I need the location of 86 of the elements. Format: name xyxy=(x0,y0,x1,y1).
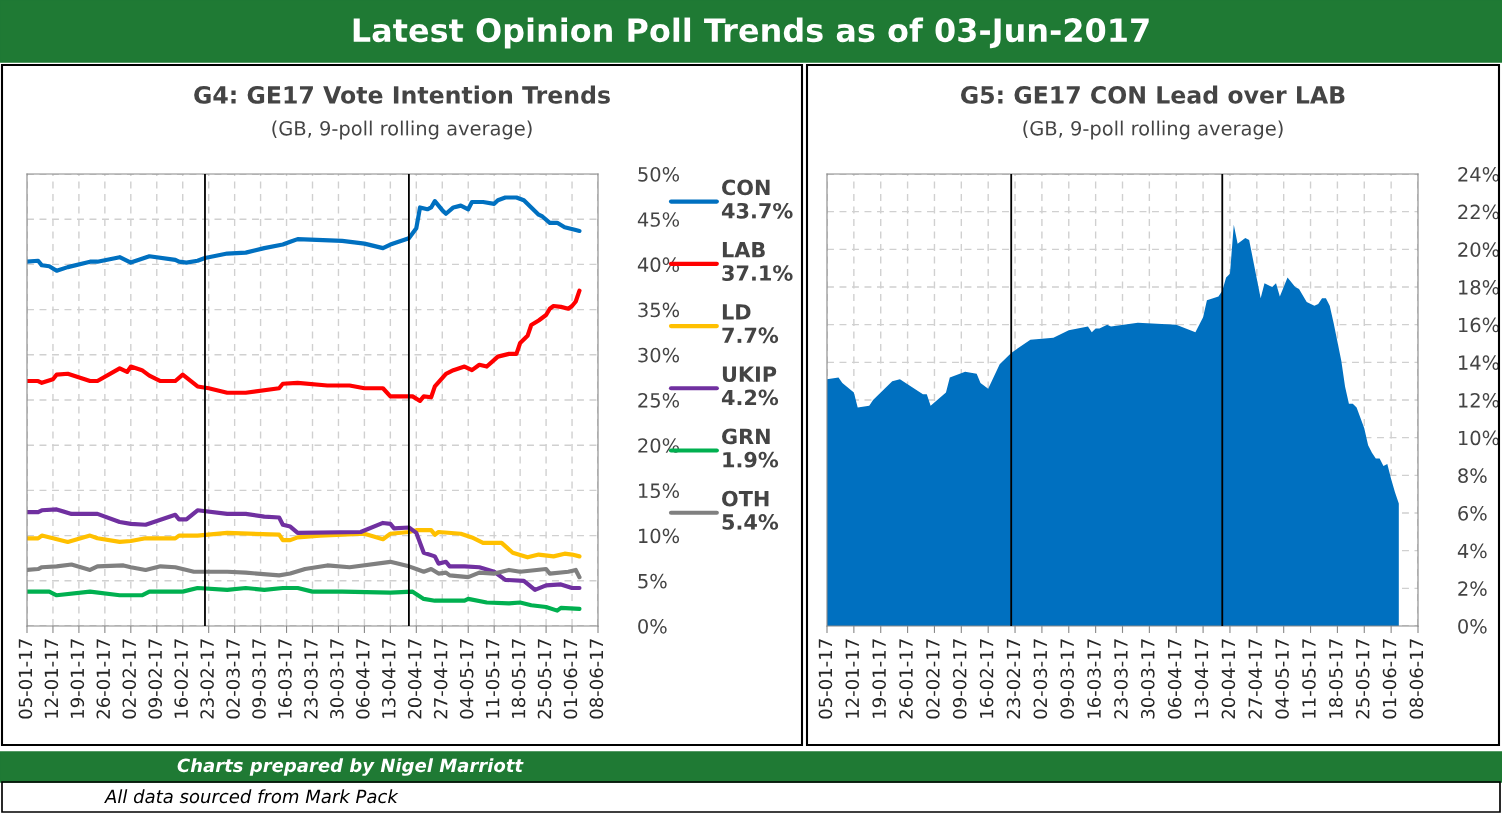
x-tick-label: 12-01-17 xyxy=(44,639,59,718)
y-tick-label: 50% xyxy=(638,166,680,182)
x-tick-label: 04-05-17 xyxy=(459,639,474,719)
x-tick-label: 23-03-17 xyxy=(304,639,318,719)
legend-label: UKIP 4.2% xyxy=(721,366,779,406)
x-tick-label: 27-04-17 xyxy=(1248,639,1263,719)
x-tick-label: 26-01-17 xyxy=(899,639,913,719)
x-tick-label: 30-03-17 xyxy=(330,639,344,719)
legend-label: LD 7.7% xyxy=(722,304,779,344)
x-tick-label: 05-01-17 xyxy=(818,639,833,719)
y-tick-label: 15% xyxy=(639,483,680,499)
y-tick-label: 4% xyxy=(1457,543,1487,559)
x-tick-label: 01-06-17 xyxy=(1382,639,1397,719)
x-tick-label: 23-03-17 xyxy=(1114,639,1128,719)
y-tick-label: 10% xyxy=(1459,430,1500,446)
chart-subtitle: (GB, 9-poll rolling average) xyxy=(1023,120,1283,140)
x-tick-label: 25-05-17 xyxy=(1355,639,1370,719)
legend-label: LAB 37.1% xyxy=(722,242,793,281)
y-tick-label: 45% xyxy=(637,212,680,227)
y-tick-label: 0% xyxy=(638,618,667,634)
x-tick-label: 16-03-17 xyxy=(1087,639,1101,718)
x-tick-label: 20-04-17 xyxy=(407,639,422,719)
legend-label: CON 43.7% xyxy=(721,179,793,219)
x-tick-label: 08-06-17 xyxy=(589,639,604,719)
x-tick-label: 09-03-17 xyxy=(252,639,266,719)
x-tick-label: 13-04-17 xyxy=(1194,639,1209,718)
x-tick-label: 06-04-17 xyxy=(1167,639,1182,719)
x-tick-label: 05-01-17 xyxy=(18,639,33,719)
x-tick-label: 11-05-17 xyxy=(485,639,500,718)
x-tick-label: 13-04-17 xyxy=(381,639,396,718)
y-tick-label: 24% xyxy=(1458,166,1500,182)
y-tick-label: 14% xyxy=(1459,355,1500,370)
line-series xyxy=(27,507,582,592)
line-series xyxy=(27,585,582,613)
x-tick-label: 16-03-17 xyxy=(278,639,292,718)
x-tick-label: 16-02-17 xyxy=(174,639,188,718)
y-tick-label: 8% xyxy=(1458,468,1487,483)
x-tick-label: 01-06-17 xyxy=(563,639,578,719)
x-tick-label: 11-05-17 xyxy=(1302,639,1316,718)
x-tick-label: 23-02-17 xyxy=(1006,639,1021,719)
x-tick-label: 12-01-17 xyxy=(845,639,860,718)
chart-title: G4: GE17 Vote Intention Trends xyxy=(194,85,610,104)
chart-title: G5: GE17 CON Lead over LAB xyxy=(961,85,1345,104)
x-tick-label: 02-03-17 xyxy=(226,639,240,719)
chart-subtitle: (GB, 9-poll rolling average) xyxy=(272,120,532,140)
y-tick-label: 5% xyxy=(638,573,667,589)
y-tick-label: 35% xyxy=(638,302,680,318)
x-tick-label: 19-01-17 xyxy=(70,639,85,718)
x-tick-label: 18-05-17 xyxy=(511,639,526,718)
x-tick-label: 09-02-17 xyxy=(148,639,163,719)
x-tick-label: 09-03-17 xyxy=(1060,639,1075,719)
x-tick-label: 30-03-17 xyxy=(1140,639,1155,719)
y-tick-label: 18% xyxy=(1459,279,1500,295)
legend-label: OTH 5.4% xyxy=(722,490,779,530)
line-series xyxy=(27,288,582,403)
y-tick-label: 22% xyxy=(1458,204,1500,220)
y-tick-label: 10% xyxy=(639,528,680,544)
x-tick-label: 09-02-17 xyxy=(952,639,967,719)
y-tick-label: 16% xyxy=(1459,317,1500,333)
x-tick-label: 08-06-17 xyxy=(1409,639,1424,719)
x-tick-label: 23-02-17 xyxy=(200,639,214,719)
text: Latest Opinion Poll Trends as of 03-Jun-2017 xyxy=(353,17,1149,49)
x-tick-label: 06-04-17 xyxy=(355,639,370,719)
x-tick-label: 02-02-17 xyxy=(122,639,137,719)
y-tick-label: 25% xyxy=(638,392,680,408)
y-tick-label: 20% xyxy=(1458,242,1500,257)
x-tick-label: 26-01-17 xyxy=(96,639,111,719)
y-tick-label: 0% xyxy=(1458,618,1487,634)
y-tick-label: 6% xyxy=(1458,505,1487,521)
x-tick-label: 18-05-17 xyxy=(1328,639,1343,718)
x-tick-label: 04-05-17 xyxy=(1275,639,1289,719)
y-tick-label: 30% xyxy=(638,347,680,363)
line-series xyxy=(27,528,582,560)
x-tick-label: 16-02-17 xyxy=(979,639,994,718)
x-tick-label: 25-05-17 xyxy=(537,639,552,719)
x-tick-label: 20-04-17 xyxy=(1221,639,1236,719)
x-tick-label: 02-02-17 xyxy=(926,639,940,719)
line-series xyxy=(27,195,582,273)
x-tick-label: 19-01-17 xyxy=(872,639,886,718)
x-tick-label: 27-04-17 xyxy=(433,639,448,719)
text: All data sourced from Mark Pack xyxy=(104,789,399,804)
legend-label: GRN 1.9% xyxy=(722,428,779,468)
y-tick-label: 12% xyxy=(1459,392,1500,408)
y-tick-label: 2% xyxy=(1458,581,1487,596)
x-tick-label: 02-03-17 xyxy=(1033,639,1048,719)
text: Charts prepared by Nigel Marriott xyxy=(177,758,524,776)
